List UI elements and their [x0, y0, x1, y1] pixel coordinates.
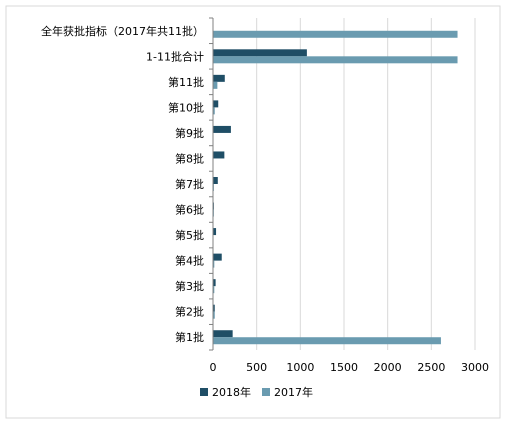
labels: 0 500 1000 1500 2000 2500 3000 全年获批指标（2017年共11批…: [41, 24, 489, 374]
bar-2017-3: [213, 107, 215, 115]
bar-2017-10: [213, 286, 215, 294]
bar-2018-3: [213, 100, 219, 108]
category-label-6: 第7批: [175, 177, 204, 191]
bar-2017-12: [213, 337, 441, 345]
x-tick-label-2500: 2500: [417, 361, 445, 374]
x-tick-label-1000: 1000: [286, 361, 314, 374]
x-tick-label-3000: 3000: [461, 361, 489, 374]
bar-2018-8: [213, 228, 217, 236]
category-label-1: 1-11批合计: [146, 49, 204, 63]
bar-2018-12: [213, 330, 233, 338]
category-label-7: 第6批: [175, 203, 204, 217]
legend: 2018年 2017年: [200, 385, 313, 399]
category-label-0: 全年获批指标（2017年共11批）: [41, 24, 204, 38]
bar-2018-10: [213, 279, 216, 287]
chart-border: [5, 5, 501, 419]
bar-2018-2: [213, 74, 225, 82]
category-label-12: 第1批: [175, 330, 204, 344]
category-label-2: 第11批: [168, 75, 204, 89]
bar-2017-9: [213, 260, 215, 268]
category-label-11: 第2批: [175, 305, 204, 319]
legend-label-0: 2018年: [212, 385, 251, 399]
legend-swatch-0: [200, 388, 208, 396]
category-label-8: 第5批: [175, 228, 204, 242]
bar-2017-11: [213, 311, 215, 319]
bar-2018-11: [213, 304, 215, 312]
bar-2018-9: [213, 253, 222, 261]
grid-lines: [256, 18, 476, 350]
category-label-10: 第3批: [175, 279, 204, 293]
x-tick-label-0: 0: [210, 361, 217, 374]
legend-swatch-1: [262, 388, 270, 396]
bar-2017-2: [213, 81, 218, 89]
axes: [209, 17, 214, 351]
legend-label-1: 2017年: [274, 385, 313, 399]
category-label-9: 第4批: [175, 254, 204, 268]
bars: [213, 30, 458, 345]
bar-2018-1: [213, 49, 307, 57]
bar-2018-6: [213, 177, 218, 184]
category-label-5: 第8批: [175, 151, 204, 165]
x-tick-label-2000: 2000: [374, 361, 402, 374]
category-label-3: 第10批: [168, 100, 204, 114]
x-tick-label-1500: 1500: [330, 361, 358, 374]
bar-2017-1: [213, 56, 458, 64]
bar-2017-0: [213, 30, 458, 38]
x-tick-label-500: 500: [246, 361, 267, 374]
category-label-4: 第9批: [175, 126, 204, 140]
bar-2018-4: [213, 125, 231, 133]
bar-2018-5: [213, 151, 225, 159]
